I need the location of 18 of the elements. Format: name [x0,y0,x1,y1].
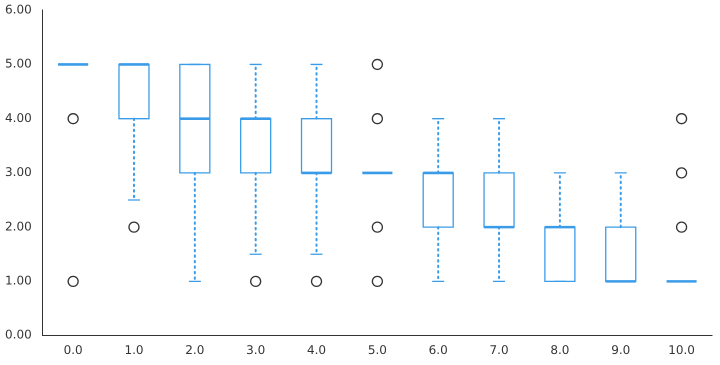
y-tick-label: 1.00 [5,273,32,288]
x-tick-label: 0.0 [64,342,83,357]
x-tick-label: 5.0 [368,342,387,357]
x-tick-label: 4.0 [306,342,326,357]
y-tick-label: 0.00 [5,328,32,342]
y-tick-label: 3.00 [5,165,32,180]
x-tick-label: 3.0 [246,342,266,357]
x-tick-label: 9.0 [611,342,630,357]
x-tick-label: 7.0 [490,342,509,357]
x-tick-label: 2.0 [185,342,204,357]
y-tick-label: 6.00 [5,2,32,16]
x-tick-label: 6.0 [428,342,448,357]
y-tick-label: 5.00 [5,56,32,71]
y-tick-label: 2.00 [5,219,32,234]
y-tick-label: 4.00 [5,110,32,125]
x-tick-label: 8.0 [550,342,570,357]
x-tick-label: 10.0 [668,342,695,357]
x-tick-label: 1.0 [124,342,144,357]
